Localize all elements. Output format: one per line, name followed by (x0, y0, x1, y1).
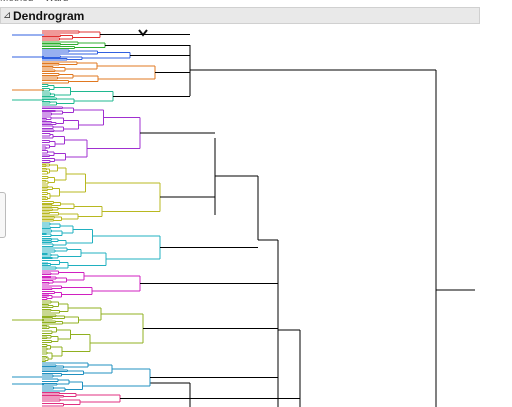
method-label: Method = Ward (0, 0, 68, 4)
disclosure-icon[interactable]: ⊿ (3, 10, 12, 21)
side-handle[interactable] (0, 192, 6, 238)
panel-header[interactable]: ⊿ Dendrogram (0, 7, 480, 24)
black-links (150, 45, 475, 407)
panel-title: Dendrogram (13, 9, 85, 23)
